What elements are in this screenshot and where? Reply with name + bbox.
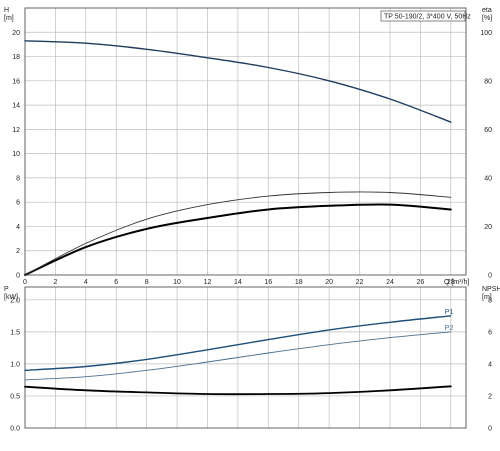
y-axis-unit-right: [m]	[482, 294, 492, 301]
y-tick-label-left: 6	[16, 200, 20, 207]
power-p1-curve	[24, 315, 452, 371]
plot-frame	[24, 7, 467, 276]
x-tick-label: 4	[84, 279, 88, 286]
y-tick-label-left: 20	[12, 30, 20, 37]
y-tick-label-left: 1.0	[10, 361, 20, 368]
x-tick-label: 2	[53, 279, 57, 286]
x-tick-label: 26	[416, 279, 424, 286]
npsh-curve	[24, 385, 452, 396]
efficiency-curve-thin	[24, 191, 452, 276]
y-tick-label-left: 16	[12, 78, 20, 85]
y-tick-label-right: 0	[488, 273, 492, 280]
x-tick-label: 8	[145, 279, 149, 286]
y-axis-label-right: NPSH	[482, 286, 500, 293]
plot-frame	[24, 286, 467, 429]
x-tick-label: 20	[325, 279, 333, 286]
y-tick-label-left: 14	[12, 103, 20, 110]
y-tick-label-left: 12	[12, 127, 20, 134]
y-tick-label-right: 20	[484, 224, 492, 231]
x-tick-label: 0	[23, 279, 27, 286]
y-axis-label-right: eta	[482, 7, 492, 14]
y-tick-label-left: 10	[12, 151, 20, 158]
x-tick-label: 6	[114, 279, 118, 286]
head-curve	[24, 40, 452, 123]
y-tick-label-left: 2	[16, 248, 20, 255]
y-tick-label-left: 2.0	[10, 297, 20, 304]
x-tick-label: 18	[295, 279, 303, 286]
y-axis-unit-right: [%]	[482, 15, 492, 22]
series-label-p2: P2	[445, 325, 454, 332]
y-tick-label-left: 1.5	[10, 329, 20, 336]
x-tick-label: 12	[204, 279, 212, 286]
x-tick-label: 16	[264, 279, 272, 286]
x-tick-label: 28	[447, 279, 455, 286]
y-axis-unit-left: [kW]	[4, 294, 18, 301]
x-tick-label: 10	[173, 279, 181, 286]
y-tick-label-left: 0.0	[10, 426, 20, 433]
y-tick-label-left: 0	[16, 273, 20, 280]
power-p2-curve	[24, 331, 452, 381]
y-tick-label-left: 8	[16, 175, 20, 182]
y-axis-unit-left: [m]	[4, 15, 14, 22]
y-tick-label-right: 80	[484, 78, 492, 85]
y-tick-label-right: 40	[484, 175, 492, 182]
y-tick-label-left: 4	[16, 224, 20, 231]
head-efficiency-panel: 02468101214161820020406080100H[m]eta[%]0…	[4, 7, 492, 286]
title-box	[380, 10, 466, 22]
y-tick-label-right: 0	[488, 426, 492, 433]
y-axis-label-left: H	[4, 7, 9, 14]
y-tick-label-right: 8	[488, 297, 492, 304]
y-tick-label-right: 60	[484, 127, 492, 134]
x-axis-label: Q [m³/h]	[444, 279, 469, 286]
y-axis-label-left: P	[4, 286, 9, 293]
x-tick-label: 24	[386, 279, 394, 286]
y-tick-label-right: 100	[480, 30, 492, 37]
efficiency-curve-bold	[24, 203, 452, 276]
y-tick-label-left: 18	[12, 54, 20, 61]
y-tick-label-right: 2	[488, 393, 492, 400]
x-tick-label: 22	[356, 279, 364, 286]
power-npsh-panel: 0.0 0.5 1.0 1.5 2.0 0 2 4 6 8 P[kW] NPSH[m] P1 P2	[4, 286, 500, 433]
y-tick-label-left: 0.5	[10, 393, 20, 400]
series-label-p1: P1	[445, 309, 454, 316]
chart-title: TP 50-190/2, 3*400 V, 50Hz	[384, 14, 471, 21]
y-tick-label-right: 4	[488, 361, 492, 368]
x-tick-label: 14	[234, 279, 242, 286]
y-tick-label-right: 6	[488, 329, 492, 336]
